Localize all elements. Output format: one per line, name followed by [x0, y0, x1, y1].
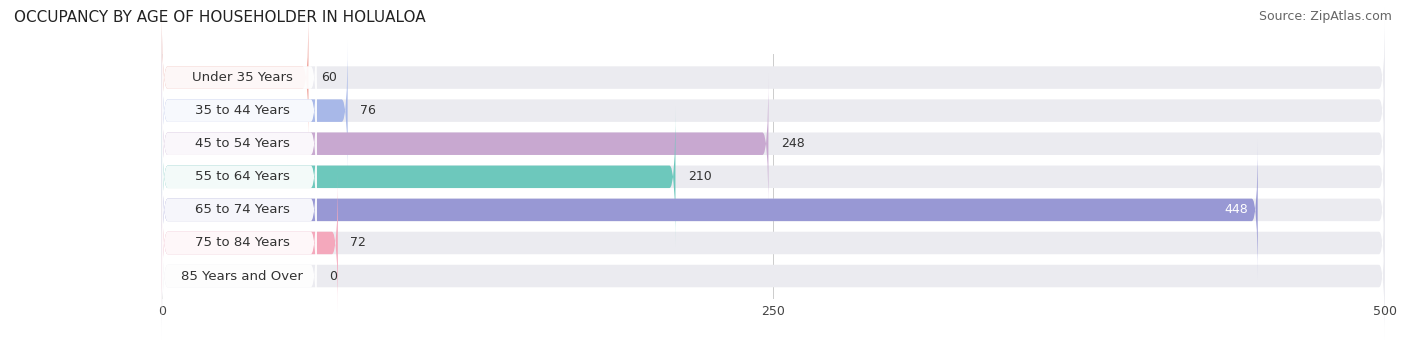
Text: 35 to 44 Years: 35 to 44 Years [195, 104, 290, 117]
FancyBboxPatch shape [162, 140, 1258, 280]
FancyBboxPatch shape [162, 206, 1385, 340]
Text: 65 to 74 Years: 65 to 74 Years [195, 203, 290, 216]
Text: 248: 248 [780, 137, 804, 150]
Text: Source: ZipAtlas.com: Source: ZipAtlas.com [1258, 10, 1392, 23]
Text: 210: 210 [688, 170, 711, 183]
FancyBboxPatch shape [162, 74, 1385, 214]
FancyBboxPatch shape [162, 8, 308, 148]
Text: 76: 76 [360, 104, 375, 117]
FancyBboxPatch shape [162, 41, 1385, 181]
Text: 0: 0 [329, 270, 337, 283]
Text: 85 Years and Over: 85 Years and Over [181, 270, 304, 283]
FancyBboxPatch shape [162, 107, 1385, 247]
FancyBboxPatch shape [162, 173, 316, 313]
FancyBboxPatch shape [162, 173, 337, 313]
FancyBboxPatch shape [162, 206, 316, 340]
FancyBboxPatch shape [162, 173, 1385, 313]
Text: 55 to 64 Years: 55 to 64 Years [195, 170, 290, 183]
FancyBboxPatch shape [162, 8, 1385, 148]
FancyBboxPatch shape [162, 140, 1385, 280]
FancyBboxPatch shape [162, 8, 316, 148]
FancyBboxPatch shape [162, 74, 769, 214]
Text: OCCUPANCY BY AGE OF HOUSEHOLDER IN HOLUALOA: OCCUPANCY BY AGE OF HOUSEHOLDER IN HOLUA… [14, 10, 426, 25]
Text: 75 to 84 Years: 75 to 84 Years [195, 236, 290, 250]
FancyBboxPatch shape [162, 74, 316, 214]
FancyBboxPatch shape [162, 41, 316, 181]
FancyBboxPatch shape [162, 107, 675, 247]
FancyBboxPatch shape [162, 140, 316, 280]
Text: 448: 448 [1225, 203, 1249, 216]
FancyBboxPatch shape [162, 41, 347, 181]
Text: 60: 60 [321, 71, 336, 84]
Text: Under 35 Years: Under 35 Years [191, 71, 292, 84]
Text: 72: 72 [350, 236, 366, 250]
FancyBboxPatch shape [162, 107, 316, 247]
Text: 45 to 54 Years: 45 to 54 Years [195, 137, 290, 150]
